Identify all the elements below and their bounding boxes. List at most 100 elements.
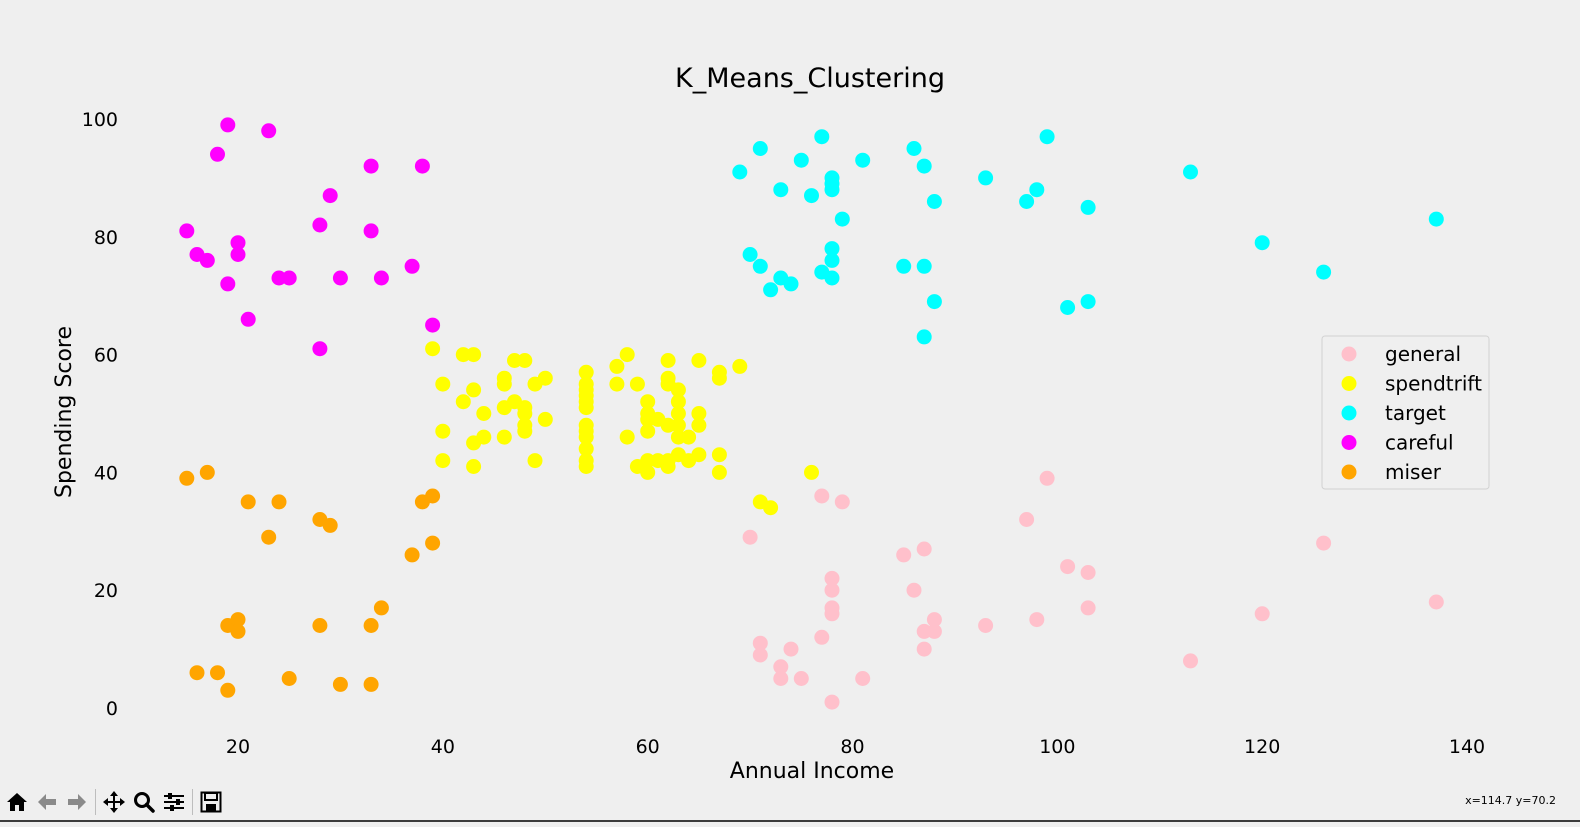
save-button[interactable]	[196, 787, 226, 817]
data-point-spendtrift	[711, 464, 727, 480]
data-point-miser	[425, 488, 441, 504]
data-point-miser	[363, 676, 379, 692]
data-point-spendtrift	[619, 429, 635, 445]
data-point-target	[752, 258, 768, 274]
data-point-general	[742, 529, 758, 545]
data-point-spendtrift	[732, 358, 748, 374]
data-point-target	[804, 188, 819, 204]
legend: general spendtrift target careful miser	[1321, 335, 1490, 490]
data-point-spendtrift	[435, 453, 451, 469]
data-point-general	[814, 488, 830, 504]
data-point-spendtrift	[578, 441, 594, 457]
data-point-spendtrift	[711, 447, 727, 463]
pan-icon	[103, 791, 125, 813]
configure-subplots-button[interactable]	[159, 787, 189, 817]
data-point-miser	[322, 517, 338, 533]
data-point-spendtrift	[763, 500, 779, 516]
data-point-spendtrift	[711, 370, 727, 386]
legend-marker-general	[1341, 346, 1357, 362]
data-point-general	[1039, 470, 1055, 486]
data-point-careful	[312, 341, 328, 357]
data-point-careful	[373, 270, 389, 286]
data-point-general	[834, 494, 850, 510]
y-axis-ticks: 0 20 40 60 80 100	[82, 109, 118, 720]
data-point-target	[1254, 235, 1270, 251]
data-point-careful	[210, 146, 225, 162]
data-point-general	[773, 671, 789, 686]
forward-button[interactable]	[62, 787, 92, 817]
data-point-general	[926, 623, 942, 639]
data-point-target	[824, 241, 840, 257]
data-point-careful	[404, 258, 420, 274]
data-point-spendtrift	[804, 464, 819, 480]
data-point-target	[1428, 211, 1444, 227]
data-point-target	[732, 164, 748, 180]
data-point-careful	[425, 317, 441, 333]
data-point-spendtrift	[670, 394, 686, 410]
data-point-careful	[414, 158, 430, 174]
data-point-miser	[373, 600, 389, 616]
data-point-general	[896, 547, 912, 563]
data-point-careful	[261, 123, 277, 139]
data-point-spendtrift	[578, 376, 594, 392]
data-point-general	[824, 582, 840, 598]
data-point-spendtrift	[537, 411, 553, 427]
data-point-spendtrift	[466, 347, 482, 363]
scatter-chart: K_Means_Clustering 0 20 40 60 80 100 20 40 60 80…	[52, 63, 1490, 784]
data-point-general	[814, 629, 830, 645]
data-point-spendtrift	[517, 406, 533, 421]
data-point-general	[926, 612, 942, 628]
data-point-target	[763, 282, 779, 298]
data-point-target	[978, 170, 994, 186]
x-tick-label: 60	[636, 736, 660, 758]
data-point-spendtrift	[578, 417, 594, 433]
zoom-button[interactable]	[129, 787, 159, 817]
data-point-spendtrift	[578, 364, 594, 380]
data-point-general	[752, 647, 768, 663]
data-point-miser	[240, 494, 256, 510]
data-point-spendtrift	[640, 423, 656, 439]
data-point-spendtrift	[517, 353, 533, 368]
pan-button[interactable]	[99, 787, 129, 817]
data-point-spendtrift	[670, 406, 686, 421]
data-point-spendtrift	[670, 417, 686, 433]
data-point-careful	[220, 117, 236, 133]
data-point-spendtrift	[527, 453, 543, 469]
data-point-spendtrift	[578, 429, 594, 445]
x-tick-label: 40	[431, 736, 455, 758]
data-point-general	[1060, 559, 1076, 575]
data-point-target	[814, 129, 830, 145]
data-point-general	[752, 635, 768, 651]
legend-marker-target	[1341, 405, 1357, 421]
data-point-spendtrift	[496, 376, 512, 392]
data-point-miser	[312, 618, 328, 633]
data-point-careful	[179, 223, 195, 239]
data-point-miser	[271, 494, 287, 510]
data-point-spendtrift	[476, 406, 492, 421]
window-bottom-border	[0, 820, 1580, 822]
data-point-miser	[363, 618, 379, 633]
data-point-target	[916, 158, 932, 174]
data-point-spendtrift	[578, 400, 594, 416]
data-point-careful	[281, 270, 297, 286]
data-point-target	[783, 276, 799, 292]
data-point-spendtrift	[517, 423, 533, 439]
x-axis-label: Annual Income	[730, 759, 894, 784]
home-button[interactable]	[2, 787, 32, 817]
zoom-icon	[134, 792, 155, 813]
data-point-general	[1080, 600, 1096, 616]
x-tick-label: 20	[226, 736, 250, 758]
y-tick-label: 40	[94, 462, 118, 484]
back-button[interactable]	[32, 787, 62, 817]
legend-marker-careful	[1341, 435, 1357, 450]
x-tick-label: 140	[1449, 736, 1485, 758]
x-tick-label: 100	[1039, 736, 1075, 758]
legend-label-target: target	[1385, 401, 1446, 425]
series-miser	[179, 464, 441, 698]
data-point-spendtrift	[578, 459, 594, 474]
data-point-spendtrift	[609, 358, 625, 374]
data-point-target	[916, 329, 932, 345]
legend-label-miser: miser	[1385, 460, 1442, 484]
data-point-spendtrift	[691, 447, 707, 463]
data-point-spendtrift	[455, 347, 471, 363]
